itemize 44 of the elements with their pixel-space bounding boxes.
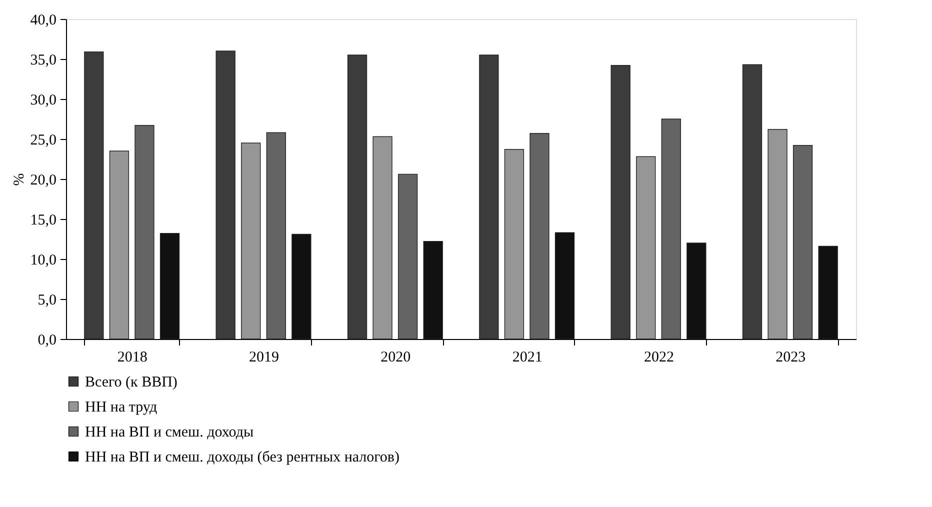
- x-tick-label: 2019: [249, 350, 279, 366]
- bar: [768, 129, 788, 340]
- y-tick-label: 0,0: [38, 332, 56, 348]
- y-tick-label: 20,0: [30, 172, 56, 188]
- bar: [134, 125, 154, 340]
- x-tick-label: 2020: [380, 350, 411, 366]
- bar: [109, 150, 130, 340]
- bar: [818, 246, 838, 340]
- bar: [610, 65, 630, 340]
- bar: [84, 51, 104, 340]
- bar: [372, 136, 392, 340]
- y-axis-title: %: [11, 173, 28, 186]
- bar: [479, 54, 499, 340]
- bar: [292, 234, 312, 340]
- x-tick-label: 2021: [512, 350, 542, 366]
- bar: [347, 54, 368, 340]
- bar: [504, 149, 524, 340]
- y-tick-label: 30,0: [30, 92, 56, 108]
- bar: [266, 132, 286, 340]
- y-tick-label: 25,0: [30, 132, 56, 148]
- y-tick-label: 15,0: [30, 212, 56, 228]
- bar: [742, 64, 762, 340]
- bar: [686, 242, 706, 340]
- bar: [160, 233, 180, 340]
- legend-label: НН на труд: [85, 400, 158, 416]
- bar: [423, 241, 443, 340]
- x-tick-label: 2023: [776, 350, 806, 366]
- bar: [661, 118, 681, 340]
- x-tick-label: 2018: [117, 350, 148, 366]
- bar: [636, 156, 656, 340]
- bar: [216, 50, 236, 340]
- bar: [241, 142, 261, 340]
- x-tick-label: 2022: [644, 350, 674, 366]
- legend-label: НН на ВП и смеш. доходы: [85, 424, 254, 440]
- legend-label: Всего (к ВВП): [85, 374, 178, 390]
- bar: [530, 133, 550, 340]
- bar: [554, 232, 575, 340]
- y-tick-label: 5,0: [38, 292, 56, 308]
- bar: [792, 145, 813, 340]
- bar: [398, 174, 418, 340]
- y-tick-label: 35,0: [30, 52, 56, 68]
- y-tick-label: 10,0: [30, 252, 56, 268]
- legend-label: НН на ВП и смеш. доходы (без рентных налогов): [85, 450, 400, 466]
- y-tick-label: 40,0: [30, 12, 56, 28]
